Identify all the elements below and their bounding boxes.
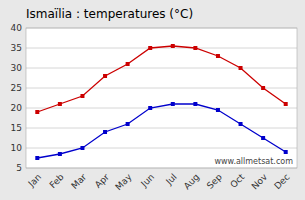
marker <box>126 122 130 126</box>
line <box>37 46 285 112</box>
grid-line <box>26 108 297 109</box>
marker <box>35 156 39 160</box>
marker <box>148 106 152 110</box>
marker <box>171 44 175 48</box>
y-tick-label: 30 <box>11 63 23 73</box>
x-tick-label: Mar <box>69 172 88 191</box>
marker <box>216 54 220 58</box>
marker <box>284 102 288 106</box>
series-group <box>35 44 287 160</box>
marker <box>193 102 197 106</box>
y-tick-label: 20 <box>11 103 23 113</box>
grid-line <box>26 68 297 69</box>
x-tick-label: Sep <box>205 172 224 191</box>
marker <box>148 46 152 50</box>
y-tick-label: 40 <box>11 23 23 33</box>
x-tick-label: Nov <box>250 171 270 191</box>
chart: 5 10 15 20 25 30 35 40 JanFebMar AprMayJun Jul AugS… <box>0 0 305 200</box>
marker <box>35 110 39 114</box>
marker <box>80 94 84 98</box>
x-tick-label: Feb <box>47 172 66 191</box>
plot-background <box>26 28 297 168</box>
marker <box>239 66 243 70</box>
watermark: www.allmetsat.com <box>215 157 294 166</box>
marker <box>58 102 62 106</box>
x-tick-label: Apr <box>93 172 111 190</box>
grid-line <box>26 128 297 129</box>
marker <box>126 62 130 66</box>
marker <box>239 122 243 126</box>
grid-line <box>26 148 297 149</box>
marker <box>284 150 288 154</box>
y-tick-label: 10 <box>11 143 23 153</box>
y-tick-label: 15 <box>11 123 22 133</box>
marker <box>103 74 107 78</box>
grid-line <box>26 88 297 89</box>
x-tick-label: Dec <box>272 172 291 191</box>
y-tick-label: 35 <box>11 43 22 53</box>
marker <box>216 108 220 112</box>
x-tick-label: Aug <box>182 172 202 192</box>
marker <box>171 102 175 106</box>
x-tick-label: Jul <box>163 172 178 187</box>
marker <box>58 152 62 156</box>
x-tick-label: Jun <box>138 172 156 190</box>
x-tick-label: Jan <box>26 172 44 190</box>
y-tick-label: 25 <box>11 83 22 93</box>
plot-frame <box>26 28 297 168</box>
y-tick-label: 5 <box>16 163 22 173</box>
x-tick-label: Oct <box>228 172 246 190</box>
line <box>37 104 285 158</box>
marker <box>193 46 197 50</box>
x-tick-label: May <box>113 171 134 192</box>
marker <box>80 146 84 150</box>
marker <box>103 130 107 134</box>
marker <box>261 136 265 140</box>
marker <box>261 86 265 90</box>
title: Ismaïlia : temperatures (°C) <box>26 7 193 21</box>
